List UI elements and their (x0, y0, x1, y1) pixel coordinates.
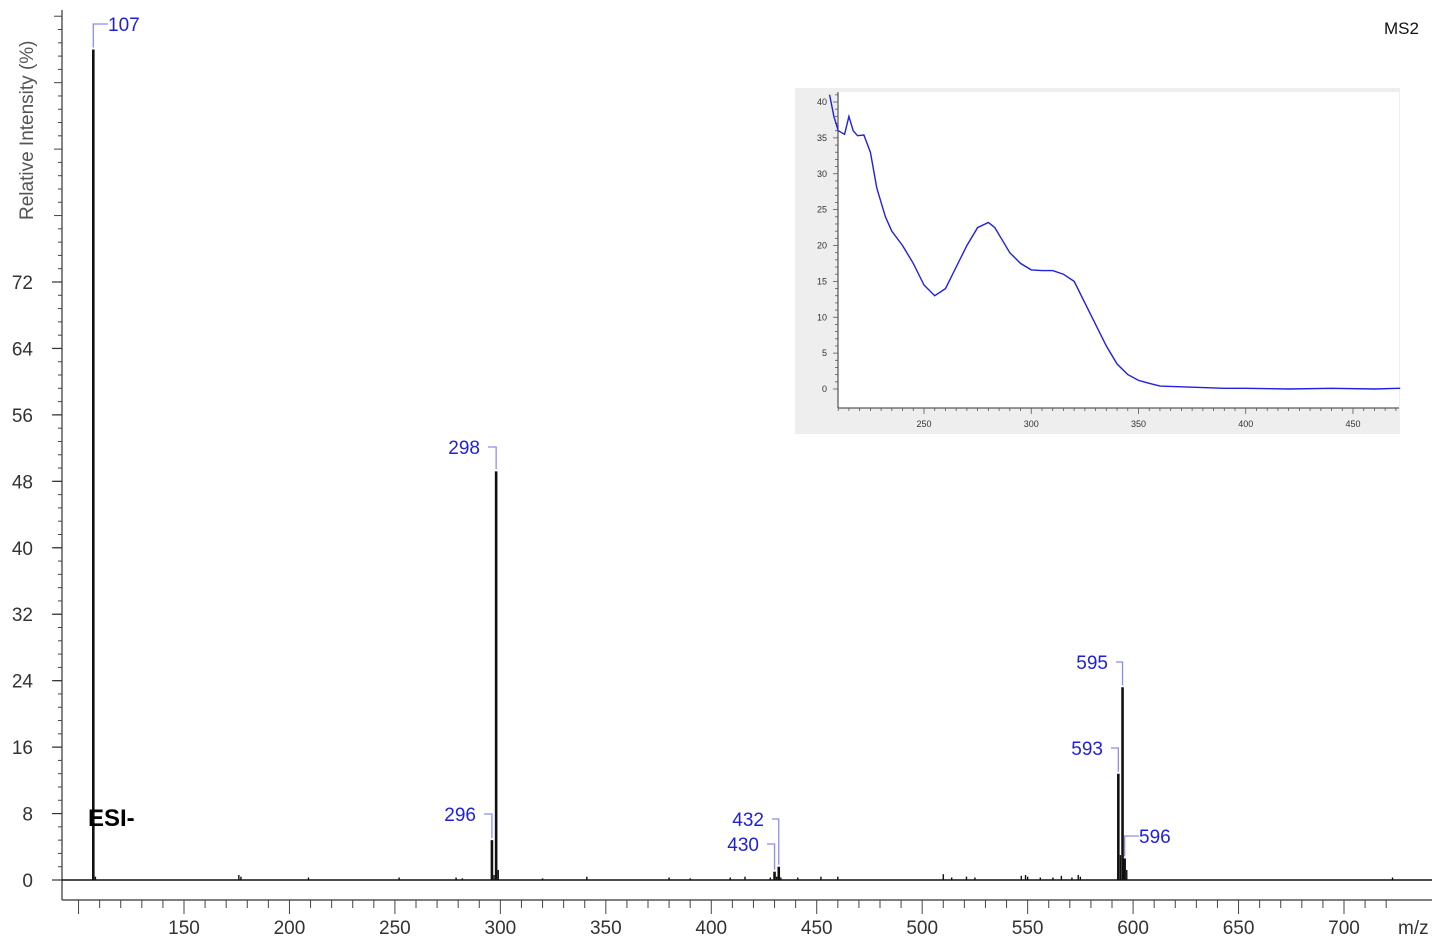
inset-x-tick-label: 250 (916, 419, 931, 429)
peak-label-107: 107 (108, 15, 140, 36)
peak-label-595: 595 (1076, 653, 1108, 674)
peak-label-596: 596 (1139, 827, 1171, 848)
x-axis-title: m/z (1398, 918, 1429, 939)
peak-label-593: 593 (1071, 739, 1103, 760)
x-tick-label: 600 (1117, 918, 1149, 939)
y-tick-label: 48 (12, 472, 33, 493)
peak-label-connector (484, 813, 493, 839)
inset-x-tick-label: 450 (1345, 419, 1360, 429)
x-tick-label: 200 (274, 918, 306, 939)
y-tick-label: 8 (22, 805, 33, 826)
y-tick-label: 32 (12, 605, 33, 626)
x-tick-label: 250 (379, 918, 411, 939)
scan-label: MS2 (1384, 19, 1419, 38)
uv-spectrum-inset: 0 5 10 15 20 25 30 35 40 250 300 350 400 450 (795, 88, 1401, 434)
inset-y-tick-label: 10 (817, 312, 827, 322)
inset-plot-area (838, 92, 1399, 408)
x-tick-label: 650 (1223, 918, 1255, 939)
peak-label-430: 430 (727, 835, 759, 856)
inset-y-tick-label: 0 (822, 384, 827, 394)
peak-label-connector (772, 818, 780, 865)
inset-y-tick-label: 20 (817, 241, 827, 251)
x-tick-label: 400 (695, 918, 727, 939)
x-tick-label: 700 (1328, 918, 1360, 939)
inset-x-tick-label: 300 (1024, 419, 1039, 429)
inset-y-tick-label: 5 (822, 348, 827, 358)
y-tick-label: 72 (12, 273, 33, 294)
peak-label-connector (92, 23, 108, 48)
peak-label-connector (767, 843, 776, 870)
peak-label-connector (488, 446, 497, 470)
peak-label-connector (1124, 835, 1139, 857)
y-tick-label: 0 (22, 871, 33, 892)
ionization-mode-label: ESI- (88, 805, 135, 832)
inset-y-tick-label: 30 (817, 169, 827, 179)
y-axis-title: Relative Intensity (%) (17, 40, 38, 220)
x-tick-label: 500 (906, 918, 938, 939)
x-tick-label: 350 (590, 918, 622, 939)
peak-label-298: 298 (448, 438, 480, 459)
minor-peaks (94, 855, 1394, 880)
peak-label-connector (1111, 747, 1119, 772)
y-tick-label: 40 (12, 539, 33, 560)
peak-label-432: 432 (732, 810, 764, 831)
inset-y-tick-label: 25 (817, 205, 827, 215)
inset-y-tick-label: 15 (817, 276, 827, 286)
major-peaks (92, 49, 1126, 880)
peak-label-296: 296 (444, 805, 476, 826)
inset-x-tick-label: 350 (1131, 419, 1146, 429)
y-tick-label: 56 (12, 406, 33, 427)
peak-label-connector (1116, 661, 1124, 686)
y-tick-label: 24 (12, 672, 34, 693)
inset-y-tick-label: 40 (817, 97, 827, 107)
inset-y-tick-label: 35 (817, 133, 827, 143)
uv-absorbance-line (828, 94, 1401, 390)
x-tick-label: 550 (1012, 918, 1044, 939)
y-tick-label: 64 (12, 339, 34, 360)
inset-x-tick-label: 400 (1238, 419, 1253, 429)
y-tick-label: 16 (12, 738, 33, 759)
x-tick-label: 150 (168, 918, 200, 939)
x-tick-label: 450 (801, 918, 833, 939)
x-tick-label: 300 (485, 918, 517, 939)
peak-labels: 107 296 298 430 432 593 595 596 (92, 15, 1171, 870)
